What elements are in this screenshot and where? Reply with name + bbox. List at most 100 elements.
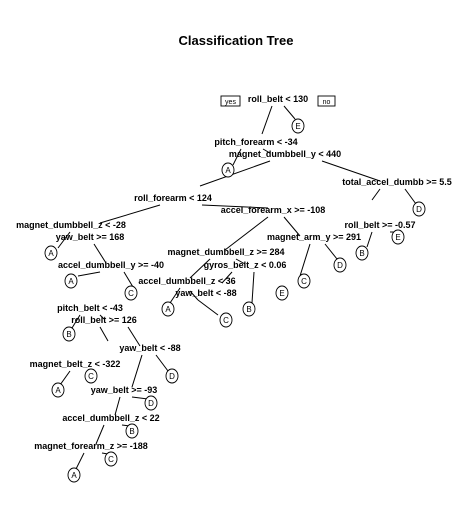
tree-edge xyxy=(155,354,169,372)
yes-legend-label: yes xyxy=(225,99,236,106)
leaf-ellipse xyxy=(412,201,426,217)
tree-edge xyxy=(189,290,199,301)
split-label: roll_belt < 130 xyxy=(248,94,308,104)
leaf-ellipse xyxy=(125,423,139,439)
leaf-ellipse xyxy=(64,273,78,289)
tree-edge xyxy=(189,258,211,279)
leaf-ellipse xyxy=(51,382,65,398)
leaf-ellipse xyxy=(124,285,138,301)
split-label: gyros_belt_z < 0.06 xyxy=(204,260,287,270)
tree-edge xyxy=(71,314,81,329)
tree-edge xyxy=(299,243,311,277)
leaf-class-label: D xyxy=(337,261,343,270)
split-label: accel_dumbbell_z < 22 xyxy=(62,413,159,423)
tree-edge xyxy=(99,314,105,320)
leaf-node: A xyxy=(221,162,235,178)
tree-edge xyxy=(199,160,271,187)
leaf-node: C xyxy=(124,285,138,301)
tree-edge xyxy=(57,231,71,249)
leaf-class-label: A xyxy=(55,386,61,395)
leaf-ellipse xyxy=(221,162,235,178)
split-label: yaw_belt >= 168 xyxy=(56,232,125,242)
tree-edge xyxy=(283,216,301,237)
leaf-ellipse xyxy=(84,368,98,384)
tree-edge xyxy=(201,204,269,209)
tree-edge xyxy=(99,204,161,224)
leaf-class-label: C xyxy=(223,316,229,325)
split-label: roll_belt >= 126 xyxy=(71,315,137,325)
tree-edge xyxy=(235,258,246,265)
tree-edge xyxy=(221,271,233,284)
leaf-ellipse xyxy=(333,257,347,273)
tree-edge xyxy=(59,370,71,386)
leaf-class-label: B xyxy=(129,427,134,436)
tree-edge xyxy=(232,148,242,166)
leaf-node: C xyxy=(84,368,98,384)
leaf-ellipse xyxy=(165,368,179,384)
leaf-node: B xyxy=(62,326,76,342)
leaf-node: E xyxy=(391,229,405,245)
tree-edge xyxy=(261,105,273,135)
yes-legend-box xyxy=(220,95,241,107)
leaf-class-label: B xyxy=(66,330,71,339)
leaf-class-label: B xyxy=(246,305,251,314)
leaf-class-label: E xyxy=(295,122,300,131)
leaf-ellipse xyxy=(104,451,118,467)
leaf-class-label: C xyxy=(108,455,114,464)
tree-edges xyxy=(57,105,417,470)
leaf-ellipse xyxy=(144,395,158,411)
tree-edge xyxy=(371,188,381,201)
leaf-class-label: D xyxy=(169,372,175,381)
tree-edge xyxy=(127,326,141,347)
leaf-class-label: C xyxy=(301,277,307,286)
tree-edge xyxy=(93,243,107,264)
leaf-class-label: A xyxy=(68,277,74,286)
leaf-class-label: A xyxy=(48,249,54,258)
leaf-ellipse xyxy=(275,285,289,301)
leaf-ellipse xyxy=(297,273,311,289)
leaf-node: C xyxy=(297,273,311,289)
split-label: magnet_forearm_z >= -188 xyxy=(34,441,148,451)
leaf-ellipse xyxy=(391,229,405,245)
leaf-ellipse xyxy=(242,301,256,317)
split-label: accel_dumbbell_z < 36 xyxy=(138,276,235,286)
diagram-title: Classification Tree xyxy=(179,33,294,48)
tree-edge xyxy=(321,160,381,182)
split-label: roll_forearm < 124 xyxy=(134,193,212,203)
split-label: accel_forearm_x >= -108 xyxy=(221,205,326,215)
leaf-ellipse xyxy=(161,301,175,317)
leaf-node: A xyxy=(64,273,78,289)
no-legend-box xyxy=(317,95,336,107)
split-label: yaw_belt < -88 xyxy=(175,288,236,298)
tree-edge xyxy=(95,424,105,445)
tree-edge xyxy=(123,271,134,288)
leaf-class-label: A xyxy=(165,305,171,314)
split-label: pitch_belt < -43 xyxy=(57,303,123,313)
split-label: yaw_belt >= -93 xyxy=(91,385,158,395)
leaf-class-label: A xyxy=(225,166,231,175)
split-label: pitch_forearm < -34 xyxy=(214,137,297,147)
leaf-class-label: A xyxy=(71,471,77,480)
split-label: magnet_dumbbell_z < -28 xyxy=(16,220,126,230)
split-label: accel_dumbbell_y >= -40 xyxy=(58,260,164,270)
tree-edge xyxy=(99,326,109,342)
leaf-node: B xyxy=(355,245,369,261)
tree-edge xyxy=(262,148,271,154)
leaf-node: C xyxy=(104,451,118,467)
tree-edge xyxy=(77,271,101,277)
yes-no-legend: yes no xyxy=(220,95,336,107)
leaf-class-label: E xyxy=(279,289,284,298)
tree-edge xyxy=(114,396,121,416)
tree-edge xyxy=(251,271,255,304)
split-label: magnet_belt_z < -322 xyxy=(30,359,121,369)
leaf-class-label: D xyxy=(416,205,422,214)
leaf-class-label: C xyxy=(128,289,134,298)
leaf-nodes: E A D E B A D E C C A B A C B A C D D B C A xyxy=(44,118,426,483)
leaf-class-label: C xyxy=(88,372,94,381)
leaf-node: C xyxy=(219,312,233,328)
leaf-class-label: B xyxy=(359,249,364,258)
leaf-node: D xyxy=(333,257,347,273)
leaf-ellipse xyxy=(62,326,76,342)
tree-edge xyxy=(224,216,269,251)
